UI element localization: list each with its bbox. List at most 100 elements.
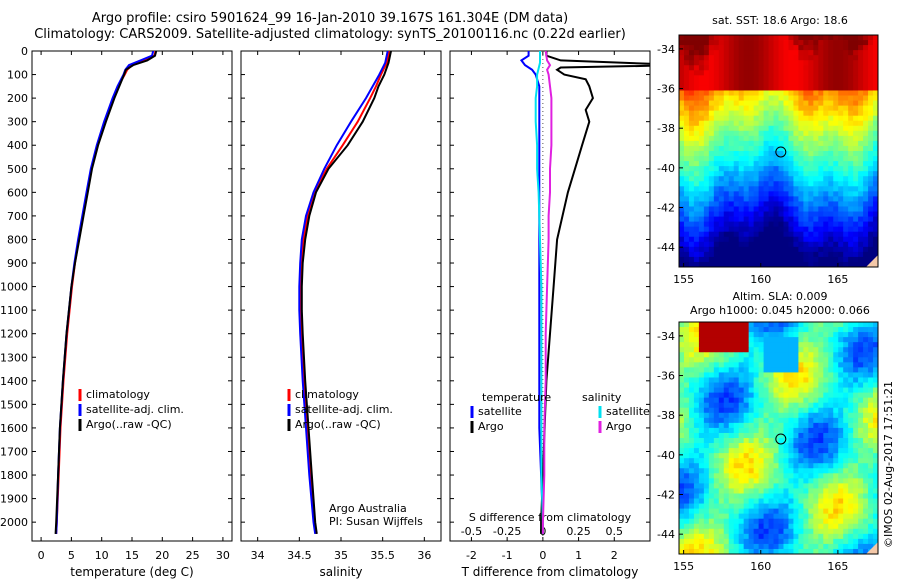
field-cell	[828, 130, 834, 137]
field-cell	[833, 125, 839, 132]
field-cell	[683, 417, 690, 424]
field-cell	[753, 362, 760, 368]
field-cell	[798, 120, 804, 127]
field-cell	[753, 332, 760, 338]
field-cell	[778, 538, 784, 545]
field-cell	[683, 85, 690, 91]
field-cell	[813, 110, 819, 117]
field-cell	[738, 145, 745, 152]
field-cell	[758, 120, 764, 127]
field-cell	[698, 392, 705, 399]
field-cell	[873, 493, 879, 499]
field-cell	[723, 327, 730, 333]
field-cell	[868, 85, 874, 91]
field-cell	[733, 463, 740, 469]
field-cell	[813, 352, 819, 358]
field-cell	[853, 503, 859, 510]
field-cell	[873, 90, 879, 96]
field-cell	[708, 397, 715, 404]
field-cell	[773, 332, 779, 338]
field-cell	[833, 206, 839, 212]
field-cell	[803, 90, 809, 96]
field-cell	[803, 357, 809, 363]
field-cell	[798, 508, 804, 515]
field-cell	[773, 488, 779, 494]
field-cell	[863, 151, 869, 157]
field-cell	[778, 115, 784, 122]
field-cell	[753, 151, 760, 157]
field-cell	[818, 75, 824, 81]
field-cell	[828, 337, 834, 343]
field-cell	[703, 130, 710, 137]
field-cell	[753, 75, 760, 81]
field-cell	[808, 508, 814, 515]
field-cell	[763, 70, 769, 76]
field-cell	[768, 140, 774, 147]
field-cell	[758, 508, 764, 515]
field-cell	[733, 458, 740, 464]
field-cell	[823, 533, 829, 540]
field-cell	[783, 176, 789, 182]
field-cell	[728, 241, 735, 248]
field-cell	[793, 347, 799, 353]
field-cell	[848, 166, 854, 172]
field-cell	[778, 362, 784, 368]
field-cell	[703, 70, 710, 76]
field-cell	[793, 533, 799, 540]
field-cell	[823, 528, 829, 535]
field-cell	[728, 372, 735, 378]
field-cell	[813, 75, 819, 81]
field-cell	[803, 166, 809, 172]
field-cell	[693, 448, 700, 454]
field-cell	[868, 135, 874, 142]
field-cell	[723, 367, 730, 373]
field-cell	[738, 115, 745, 122]
salinity-x-tick-label: 34.5	[287, 549, 312, 562]
field-cell	[713, 402, 720, 409]
field-cell	[873, 216, 879, 223]
field-cell	[813, 432, 819, 439]
field-cell	[698, 65, 705, 71]
field-cell	[753, 473, 760, 479]
field-cell	[793, 156, 799, 162]
field-cell	[773, 65, 779, 71]
field-cell	[698, 211, 705, 217]
field-cell	[733, 347, 740, 353]
field-cell	[868, 161, 874, 167]
field-cell	[688, 463, 695, 469]
field-cell	[743, 90, 750, 96]
field-cell	[823, 211, 829, 217]
field-cell	[848, 498, 854, 504]
field-cell	[823, 513, 829, 520]
field-cell	[843, 90, 849, 96]
field-cell	[838, 110, 844, 117]
field-cell	[793, 422, 799, 429]
field-cell	[848, 241, 854, 248]
field-cell	[738, 186, 745, 192]
field-cell	[808, 181, 814, 187]
field-cell	[838, 105, 844, 112]
field-cell	[703, 453, 710, 459]
sla-map-lat-label: -40	[657, 449, 675, 462]
field-cell	[843, 50, 849, 56]
field-cell	[773, 75, 779, 81]
field-cell	[873, 347, 879, 353]
field-cell	[783, 221, 789, 228]
field-cell	[778, 357, 784, 363]
field-cell	[723, 256, 730, 263]
field-cell	[863, 518, 869, 525]
field-cell	[833, 236, 839, 243]
field-cell	[713, 251, 720, 258]
field-cell	[698, 171, 705, 177]
field-cell	[838, 206, 844, 212]
field-cell	[743, 75, 750, 81]
field-cell	[863, 261, 869, 268]
field-cell	[818, 463, 824, 469]
depth-tick-label: 2000	[0, 516, 28, 529]
field-cell	[778, 80, 784, 86]
field-cell	[698, 518, 705, 525]
field-cell	[778, 211, 784, 217]
field-cell	[843, 241, 849, 248]
field-cell	[688, 35, 695, 41]
field-cell	[738, 397, 745, 404]
